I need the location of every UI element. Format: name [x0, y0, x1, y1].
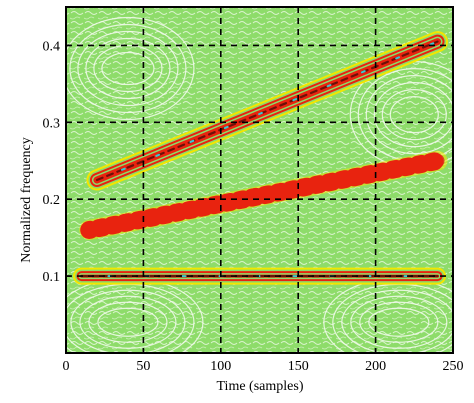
swirl-contour: [77, 30, 179, 107]
swirl-contour: [66, 16, 195, 121]
x-tick-label: 150: [288, 359, 309, 374]
swirl-contour: [85, 37, 171, 100]
swirl-contour: [359, 301, 439, 343]
x-tick-label: 0: [63, 359, 70, 374]
ridge-contour: [95, 40, 439, 182]
swirl-contour: [79, 295, 177, 349]
x-tick-label: 100: [210, 359, 231, 374]
grid-lines: [66, 7, 453, 353]
ridge-contour: [80, 151, 447, 239]
swirl-contour: [93, 44, 163, 93]
x-tick-label: 250: [443, 359, 464, 374]
x-axis-label: Time (samples): [217, 379, 304, 394]
swirl-contour: [97, 307, 159, 337]
swirl-contour: [373, 82, 453, 148]
swirl-contour: [70, 289, 186, 353]
plot-frame: [65, 6, 454, 354]
y-axis: 0.1 0.2 0.3 0.4: [43, 39, 71, 285]
ridge-linear-chirp-upper: [86, 31, 449, 191]
swirl-contour: [101, 51, 155, 86]
swirl-contour: [368, 307, 430, 337]
x-axis: 0 50 100 150 200 250: [63, 348, 464, 374]
swirl-contour: [88, 301, 168, 343]
swirl-contour: [381, 89, 447, 141]
swirl-contour: [389, 96, 439, 134]
swirl-contour: [365, 75, 453, 155]
y-tick-label: 0.3: [43, 116, 61, 131]
swirl-contour: [341, 289, 453, 353]
ridge-linear-chirp-lower: [79, 150, 448, 240]
swirl-contour: [69, 23, 187, 114]
x-tick-label: 200: [365, 359, 386, 374]
y-axis-label: Normalized frequency: [19, 137, 34, 263]
y-tick-label: 0.4: [43, 39, 61, 54]
y-tick-label: 0.1: [43, 270, 61, 285]
swirl-contour: [350, 295, 448, 349]
x-tick-label: 50: [136, 359, 150, 374]
y-tick-label: 0.2: [43, 193, 61, 208]
